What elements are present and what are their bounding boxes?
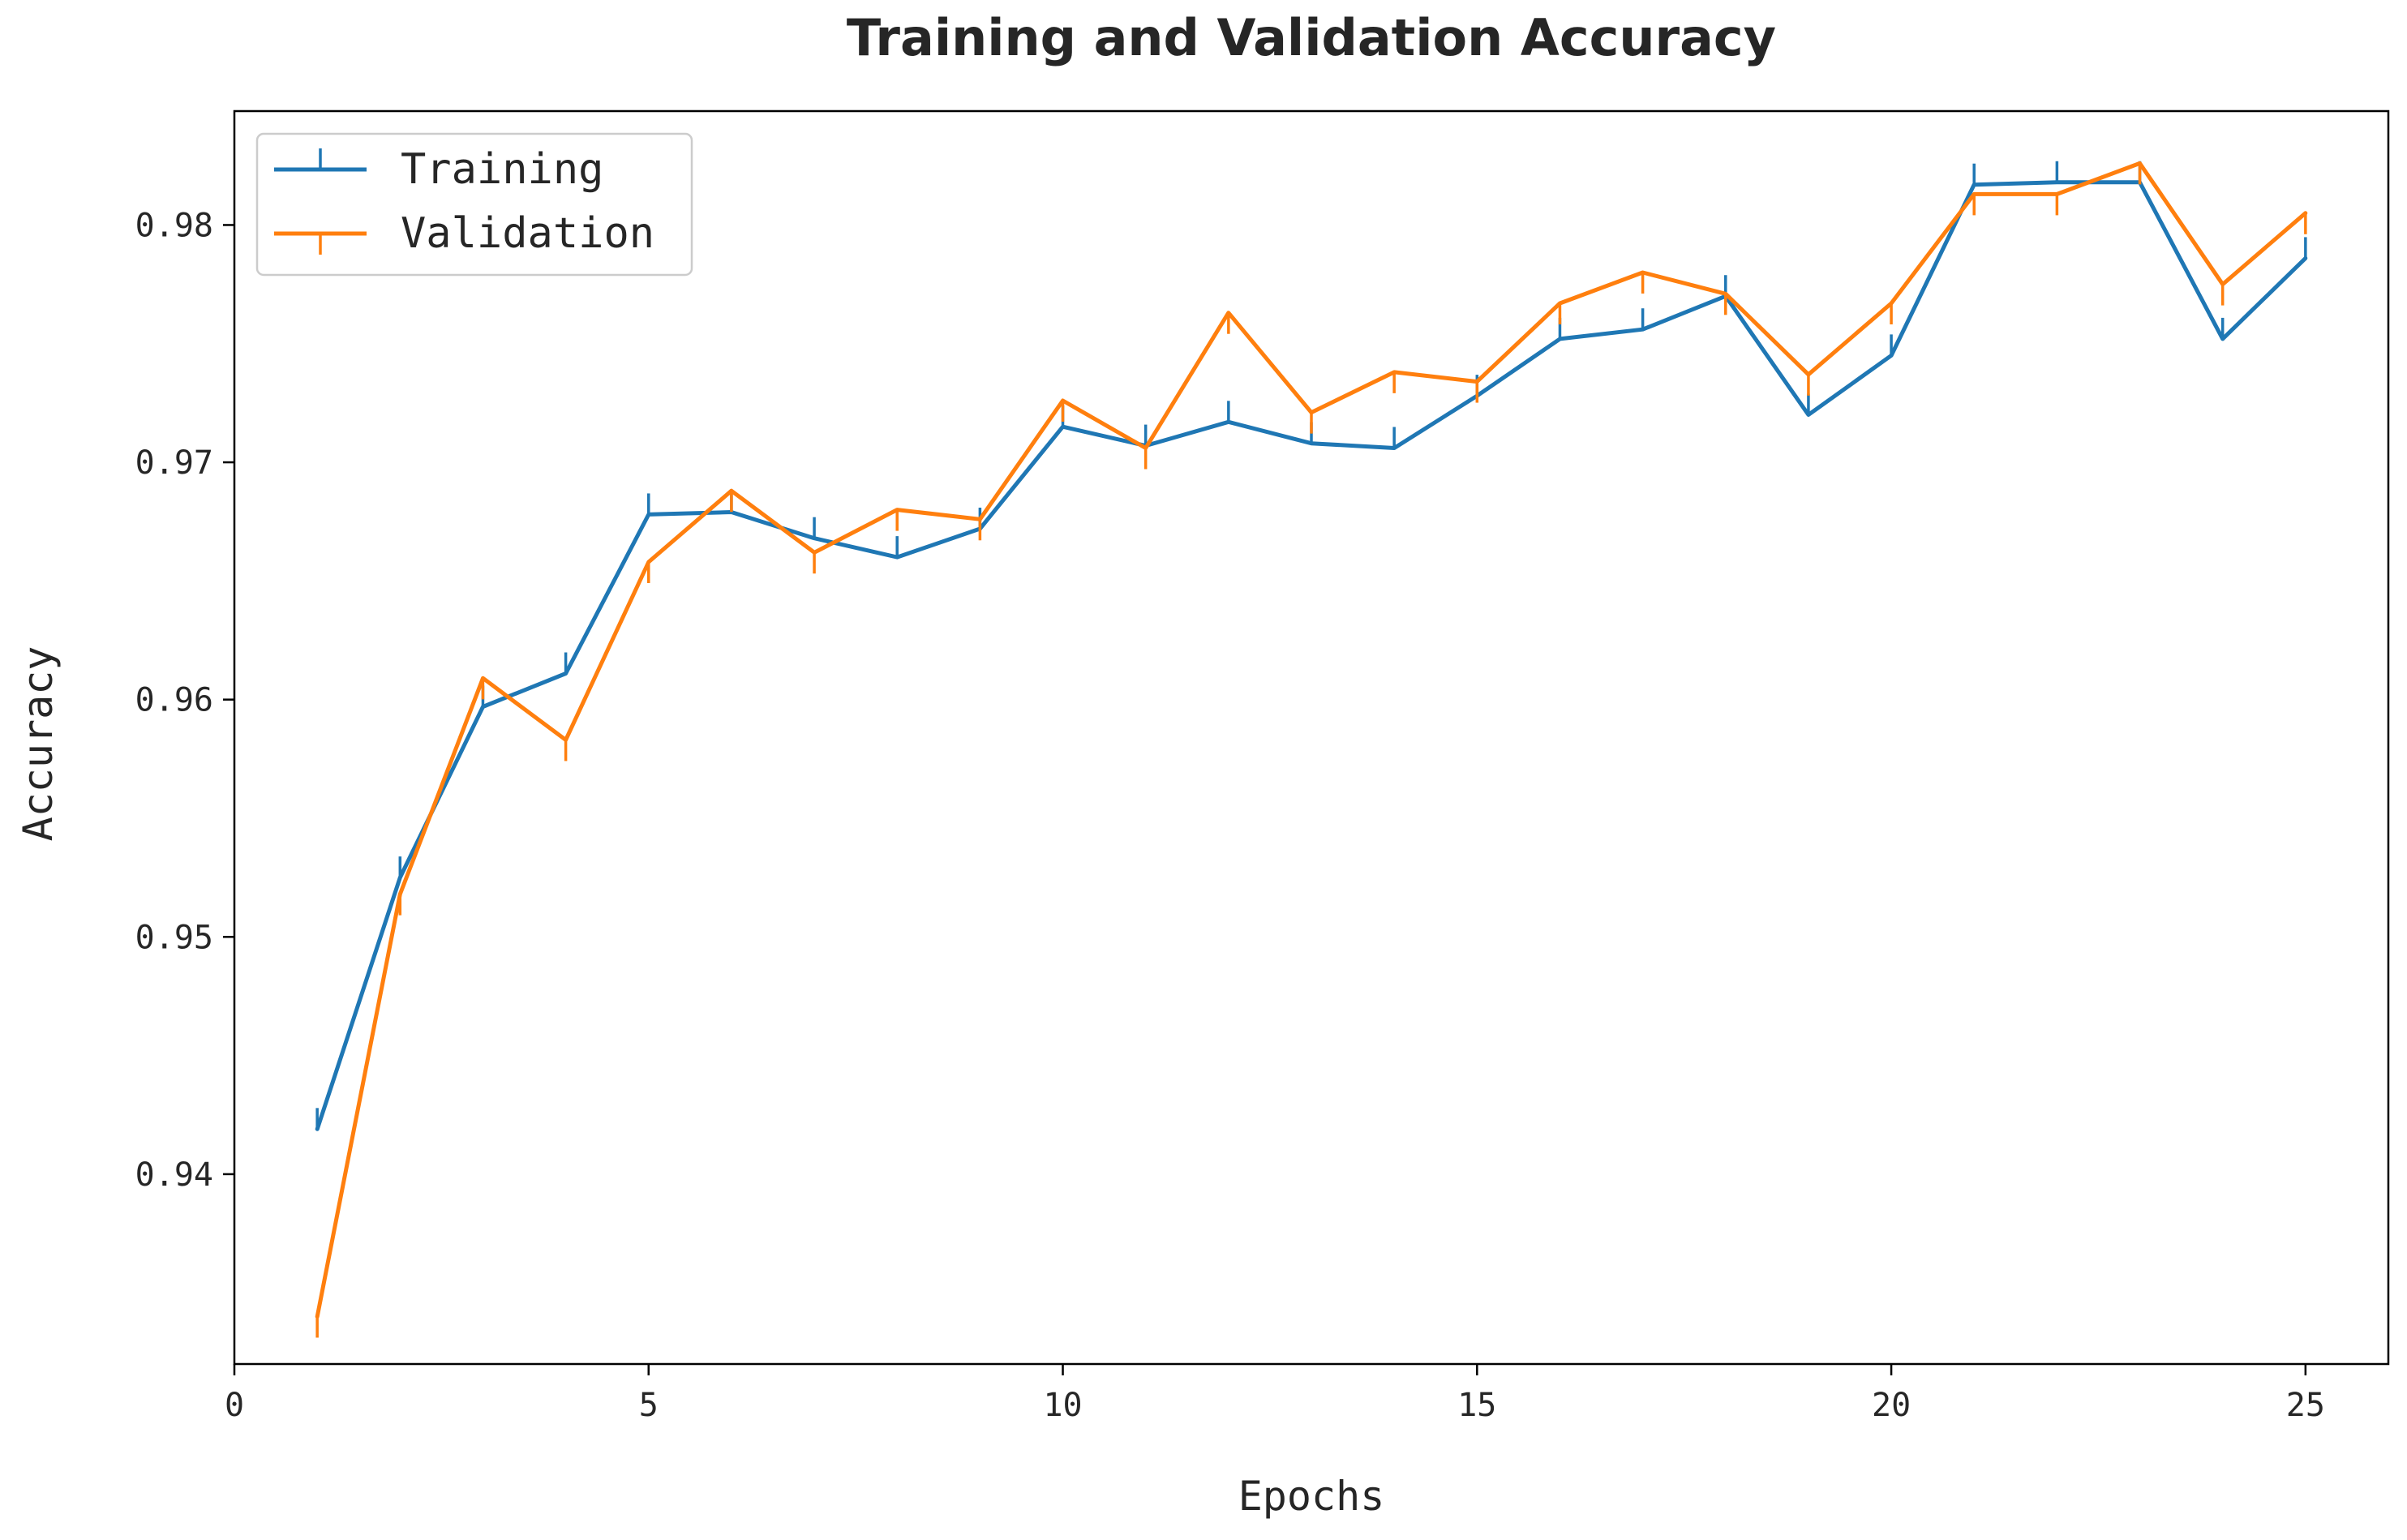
y-axis-label: Accuracy: [15, 646, 62, 842]
x-tick-label: 25: [2286, 1387, 2325, 1424]
x-tick-label: 0: [225, 1387, 244, 1424]
x-tick-label: 10: [1043, 1387, 1082, 1424]
y-tick-label: 0.95: [135, 919, 213, 956]
x-tick-label: 15: [1457, 1387, 1496, 1424]
legend-validation-label: Validation: [401, 209, 654, 258]
legend: Training Validation: [255, 132, 693, 277]
chart-title: Training and Validation Accuracy: [847, 8, 1776, 67]
x-axis-label: Epochs: [1238, 1473, 1385, 1520]
legend-training-label: Training: [401, 145, 603, 194]
y-tick-label: 0.96: [135, 682, 213, 719]
plot-area: 0 5 10 15 20 25 0.94 0.95 0.96 0.97 0.98: [135, 109, 2390, 1424]
y-tick-label: 0.97: [135, 444, 213, 482]
x-tick-label: 5: [639, 1387, 659, 1424]
y-tick-label: 0.98: [135, 207, 213, 244]
plot-frame: [233, 109, 2390, 1366]
x-tick-label: 20: [1872, 1387, 1911, 1424]
y-tick-label: 0.94: [135, 1156, 213, 1194]
